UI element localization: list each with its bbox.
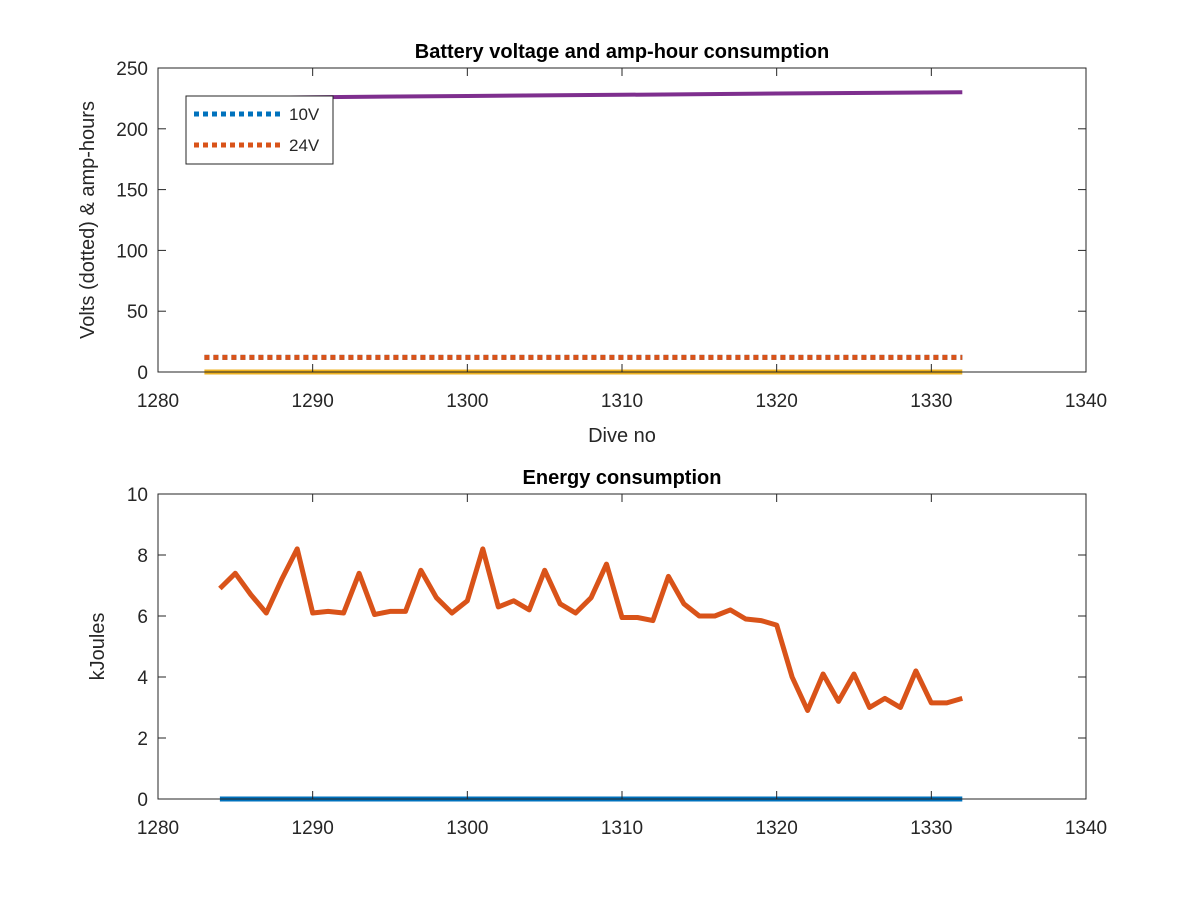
y-tick-label: 200 (116, 120, 148, 141)
x-tick-label: 1290 (292, 391, 334, 412)
legend-box (185, 95, 334, 165)
x-tick-label: 1280 (137, 818, 179, 839)
y-tick-label: 100 (116, 241, 148, 262)
voltage-amphour-plot: 1280 1290 1300 1310 1320 1330 1340 0 50 100 150 200… (77, 41, 1107, 447)
legend: 10V 24V (185, 95, 334, 165)
series-line-1 (218, 546, 963, 713)
energy-consumption-plot: 1280 1290 1300 1310 1320 1330 1340 0 2 4 6 8 10 Energ… (87, 467, 1107, 839)
x-tick-label: 1300 (446, 391, 488, 412)
y-axis-label: Volts (dotted) & amp-hours (77, 101, 99, 339)
x-axis-label: Dive no (588, 425, 656, 447)
y-tick-label: 50 (127, 302, 148, 323)
y-tick-label: 6 (137, 607, 148, 628)
x-tick-label: 1300 (446, 818, 488, 839)
x-tick-label: 1280 (137, 391, 179, 412)
y-axis-label: kJoules (87, 613, 109, 681)
y-tick-label: 4 (137, 668, 148, 689)
y-tick-label: 10 (127, 485, 148, 506)
x-tick-label: 1320 (756, 391, 798, 412)
x-tick-label: 1310 (601, 391, 643, 412)
y-tick-label: 0 (137, 363, 148, 384)
x-tick-label: 1340 (1065, 818, 1107, 839)
x-tick-label: 1310 (601, 818, 643, 839)
y-tick-label: 250 (116, 59, 148, 80)
x-tick-label: 1330 (910, 391, 952, 412)
chart-title: Battery voltage and amp-hour consumption (415, 41, 829, 63)
y-tick-label: 2 (137, 729, 148, 750)
y-tick-label: 8 (137, 546, 148, 567)
x-tick-label: 1320 (756, 818, 798, 839)
chart-title: Energy consumption (523, 467, 722, 489)
y-tick-label: 0 (137, 790, 148, 811)
legend-label: 10V (289, 105, 320, 124)
x-tick-label: 1330 (910, 818, 952, 839)
x-tick-label: 1340 (1065, 391, 1107, 412)
axes-box (157, 493, 1087, 800)
legend-label: 24V (289, 136, 320, 155)
y-tick-label: 150 (116, 181, 148, 202)
x-tick-label: 1290 (292, 818, 334, 839)
